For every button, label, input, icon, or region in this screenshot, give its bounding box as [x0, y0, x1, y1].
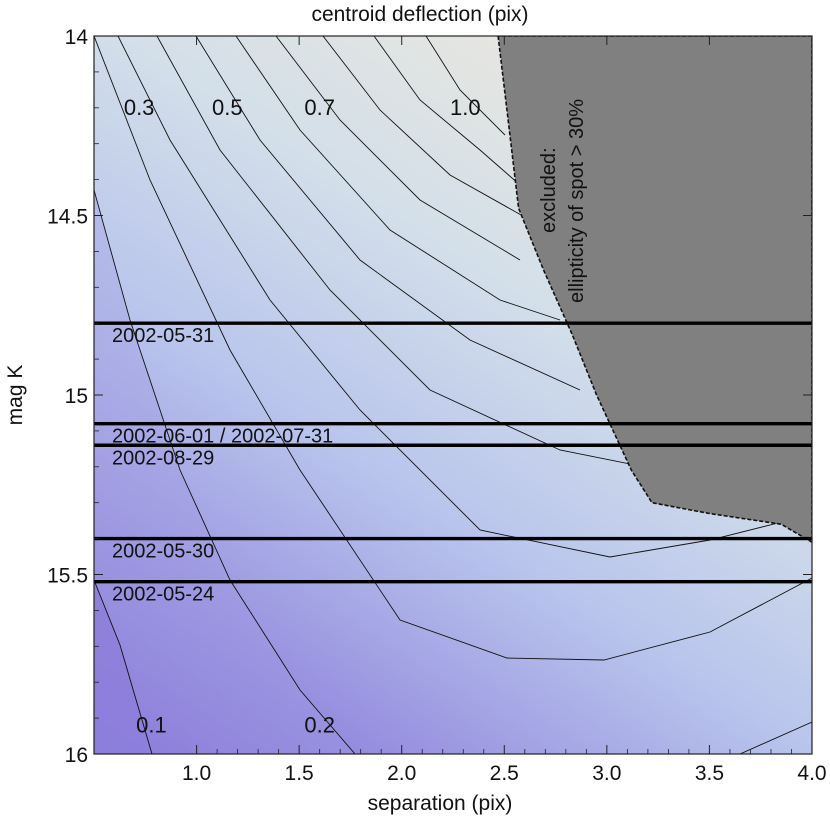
x-tick-label: 3.0	[592, 762, 621, 785]
contour-label: 0.5	[212, 95, 243, 120]
contour-line	[94, 579, 153, 754]
excluded-region	[497, 36, 812, 544]
x-tick-label: 2.0	[387, 762, 416, 785]
observation-label: 2002-05-31	[112, 325, 214, 347]
contour-lines	[94, 36, 812, 754]
low-value-region	[94, 580, 152, 754]
contour-line	[275, 36, 521, 261]
contour-line	[425, 36, 506, 136]
x-tick-label: 2.5	[490, 762, 519, 785]
observation-label: 2002-08-29	[112, 447, 214, 469]
contour-line	[94, 36, 812, 661]
y-tick-label: 14.5	[47, 206, 88, 229]
y-tick-label: 14	[65, 26, 89, 49]
x-tick-label: 1.0	[182, 762, 211, 785]
observation-label: 2002-05-30	[112, 541, 214, 563]
y-tick-label: 15	[65, 385, 88, 408]
contour-label: 0.1	[136, 712, 167, 737]
y-axis: 14 14.5 15 15.5 16	[47, 26, 812, 767]
contour-line	[235, 36, 561, 321]
contour-labels: 0.3 0.5 0.7 1.0 0.1 0.2	[124, 95, 481, 737]
contour-label: 0.2	[304, 712, 335, 737]
chart-title: centroid deflection (pix)	[311, 3, 528, 26]
excluded-label-line2: ellipticity of spot > 30%	[566, 99, 588, 303]
x-axis: 1.0 1.5 2.0 2.5 3.0 3.5 4.0	[182, 36, 827, 785]
y-tick-label: 15.5	[47, 565, 88, 588]
x-tick-label: 4.0	[797, 762, 826, 785]
y-tick-label: 16	[65, 744, 88, 767]
contour-line	[195, 36, 581, 391]
contour-line	[117, 36, 791, 558]
contour-label: 0.3	[124, 95, 155, 120]
observation-label: 2002-06-01 / 2002-07-31	[112, 426, 333, 448]
contour-line	[156, 36, 661, 471]
y-axis-label: mag K	[4, 365, 27, 426]
x-axis-label: separation (pix)	[368, 792, 513, 815]
contour-line	[373, 36, 521, 186]
contour-line	[739, 721, 812, 754]
x-tick-label: 1.5	[285, 762, 314, 785]
contour-line	[94, 189, 356, 754]
observation-lines: 2002-05-31 2002-06-01 / 2002-07-312002-08…	[94, 321, 812, 606]
excluded-label-line1: excluded:	[538, 147, 560, 233]
contour-line	[322, 36, 531, 221]
observation-label: 2002-05-24	[112, 584, 214, 606]
contour-label: 1.0	[450, 95, 481, 120]
contour-label: 0.7	[304, 95, 335, 120]
x-tick-label: 3.5	[695, 762, 724, 785]
plot-area	[94, 36, 812, 754]
mid-low-region	[94, 190, 355, 754]
